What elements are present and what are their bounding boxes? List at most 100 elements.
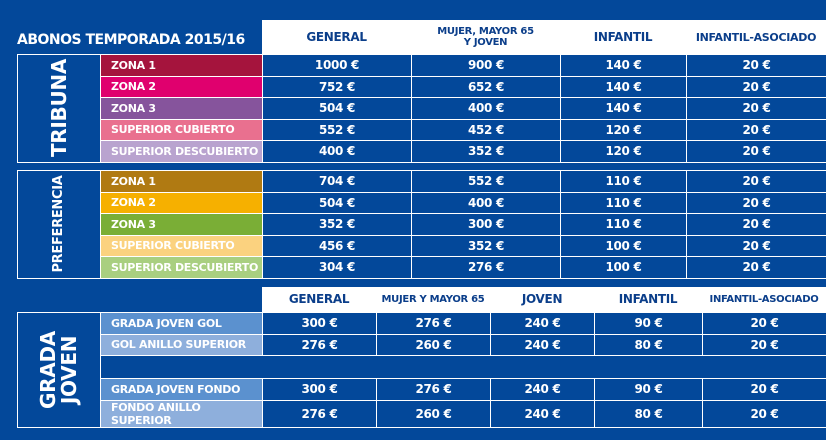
price-cell: 120 €	[560, 140, 687, 163]
price-cell: 352 €	[411, 234, 561, 257]
price-cell: 20 €	[702, 333, 826, 356]
price-cell: 140 €	[560, 75, 687, 98]
price-cell: 20 €	[686, 54, 826, 77]
price-cell: 260 €	[376, 399, 491, 428]
price-cell: 552 €	[411, 170, 561, 193]
zone-label: FONDO ANILLO SUPERIOR	[100, 399, 263, 428]
grada-joven-table: GRADA JOVEN GRADA JOVEN GOL 300 €276 €240 €…	[17, 312, 826, 428]
col-infantil: INFANTIL	[593, 29, 653, 44]
price-cell: 20 €	[686, 118, 826, 141]
section-label: TRIBUNA	[17, 54, 101, 163]
table-row: PREFERENCIA ZONA 1 704 €552 €110 €20 €	[17, 170, 826, 279]
table-row: ZONA 3 352 €300 €110 €20 €	[18, 213, 826, 236]
price-cell: 20 €	[686, 234, 826, 257]
table-row: FONDO ANILLO SUPERIOR 276 €260 €240 €80 €…	[18, 399, 826, 428]
zone-label: SUPERIOR CUBIERTO	[100, 234, 263, 257]
price-cell: 276 €	[376, 312, 491, 335]
page-title: ABONOS TEMPORADA 2015/16	[17, 32, 245, 48]
section-label: PREFERENCIA	[17, 170, 101, 279]
price-cell: 110 €	[560, 170, 687, 193]
price-cell: 276 €	[262, 399, 377, 428]
table-row: ZONA 3 504 €400 €140 €20 €	[18, 97, 826, 120]
price-cell: 300 €	[262, 312, 377, 335]
price-cell: 110 €	[560, 213, 687, 236]
table-row: GOL ANILLO SUPERIOR 276 €260 €240 €80 €20…	[18, 333, 826, 356]
price-cell: 400 €	[262, 140, 412, 163]
price-cell: 20 €	[702, 312, 826, 335]
zone-label: GRADA JOVEN FONDO	[100, 378, 263, 401]
col-mujer: MUJER, MAYOR 65 Y JOVEN	[437, 26, 534, 48]
price-cell: 20 €	[702, 399, 826, 428]
price-cell: 100 €	[560, 256, 687, 279]
table-row: SUPERIOR DESCUBIERTO 400 €352 €120 €20 €	[18, 140, 826, 163]
table-row: SUPERIOR DESCUBIERTO 304 €276 €100 €20 €	[18, 256, 826, 279]
price-cell: 20 €	[686, 170, 826, 193]
price-cell: 352 €	[411, 140, 561, 163]
section-label: GRADA JOVEN	[17, 312, 101, 428]
price-cell: 452 €	[411, 118, 561, 141]
table-row: TRIBUNA ZONA 1 1000 €900 €140 €20 €	[17, 54, 826, 163]
price-cell: 20 €	[686, 140, 826, 163]
zone-label: ZONA 1	[100, 170, 263, 193]
price-cell: 140 €	[560, 54, 687, 77]
price-cell: 504 €	[262, 191, 412, 214]
col-general: GENERAL	[288, 292, 350, 306]
table-row: ZONA 2 504 €400 €110 €20 €	[18, 191, 826, 214]
price-cell: 704 €	[262, 170, 412, 193]
price-cell: 1000 €	[262, 54, 412, 77]
zone-label: ZONA 3	[100, 213, 263, 236]
price-cell: 240 €	[490, 333, 595, 356]
price-cell: 276 €	[262, 333, 377, 356]
table-row: GRADA JOVEN FONDO 300 €276 €240 €90 €20 €	[18, 378, 826, 401]
zone-label: ZONA 3	[100, 97, 263, 120]
zone-label: SUPERIOR DESCUBIERTO	[100, 256, 263, 279]
price-cell: 20 €	[686, 97, 826, 120]
price-cell: 80 €	[594, 333, 703, 356]
zone-label: ZONA 2	[100, 191, 263, 214]
price-cell: 20 €	[686, 75, 826, 98]
price-cell: 400 €	[411, 97, 561, 120]
table-row: GRADA JOVEN GRADA JOVEN GOL 300 €276 €240 €…	[17, 312, 826, 428]
table-row: SUPERIOR CUBIERTO 552 €452 €120 €20 €	[18, 118, 826, 141]
price-cell: 20 €	[686, 191, 826, 214]
price-cell: 504 €	[262, 97, 412, 120]
zone-label: SUPERIOR DESCUBIERTO	[100, 140, 263, 163]
zone-label: ZONA 2	[100, 75, 263, 98]
zone-label: GOL ANILLO SUPERIOR	[100, 333, 263, 356]
zone-label: ZONA 1	[100, 54, 263, 77]
price-cell: 352 €	[262, 213, 412, 236]
price-cell: 90 €	[594, 312, 703, 335]
price-cell: 276 €	[411, 256, 561, 279]
price-cell: 20 €	[686, 213, 826, 236]
col-infantil: INFANTIL	[618, 292, 678, 306]
price-cell: 400 €	[411, 191, 561, 214]
price-cell: 456 €	[262, 234, 412, 257]
preferencia-table: PREFERENCIA ZONA 1 704 €552 €110 €20 € ZONA…	[17, 170, 826, 279]
price-cell: 100 €	[560, 234, 687, 257]
price-cell: 260 €	[376, 333, 491, 356]
col-joven: JOVEN	[521, 292, 563, 306]
table-row: ZONA 2 752 €652 €140 €20 €	[18, 75, 826, 98]
zone-label: GRADA JOVEN GOL	[100, 312, 263, 335]
zone-label: SUPERIOR CUBIERTO	[100, 118, 263, 141]
price-cell: 140 €	[560, 97, 687, 120]
price-cell: 120 €	[560, 118, 687, 141]
price-cell: 304 €	[262, 256, 412, 279]
header-row-1: GENERAL MUJER, MAYOR 65 Y JOVEN INFANTIL …	[262, 20, 826, 54]
price-cell: 900 €	[411, 54, 561, 77]
price-cell: 300 €	[262, 378, 377, 401]
col-infantil-asociado: INFANTIL-ASOCIADO	[709, 294, 819, 305]
price-cell: 80 €	[594, 399, 703, 428]
price-cell: 110 €	[560, 191, 687, 214]
header-row-2: GENERAL MUJER Y MAYOR 65 JOVEN INFANTIL …	[262, 287, 826, 312]
price-cell: 90 €	[594, 378, 703, 401]
price-cell: 752 €	[262, 75, 412, 98]
price-cell: 240 €	[490, 312, 595, 335]
col-general: GENERAL	[306, 29, 367, 44]
table-row: SUPERIOR CUBIERTO 456 €352 €100 €20 €	[18, 234, 826, 257]
price-cell: 552 €	[262, 118, 412, 141]
price-cell: 20 €	[686, 256, 826, 279]
col-infantil-asociado: INFANTIL-ASOCIADO	[695, 30, 817, 44]
price-cell: 276 €	[376, 378, 491, 401]
